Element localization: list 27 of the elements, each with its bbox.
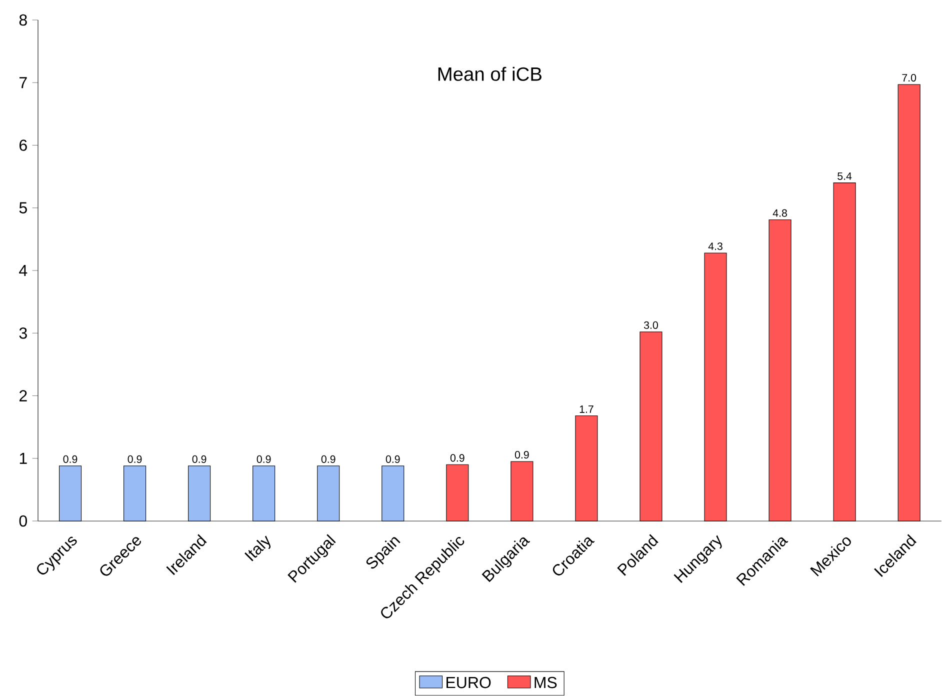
data-label: 0.9 bbox=[450, 454, 464, 462]
y-tick-label: 6 bbox=[20, 140, 27, 152]
y-tick-label: 3 bbox=[19, 328, 27, 339]
data-label: 0.9 bbox=[128, 456, 142, 464]
data-label: 0.9 bbox=[63, 456, 78, 464]
text: Mean of iCB bbox=[438, 66, 542, 82]
data-label: 4.3 bbox=[708, 242, 722, 250]
x-tick-label: Italy bbox=[244, 536, 271, 562]
y-tick-label: 8 bbox=[19, 14, 27, 26]
legend-label: MS bbox=[534, 677, 557, 688]
data-label: 0.9 bbox=[386, 456, 400, 464]
data-label: 3.0 bbox=[644, 322, 658, 330]
y-tick-label: 5 bbox=[19, 202, 27, 214]
y-tick-label: 4 bbox=[19, 265, 28, 276]
data-label: 0.9 bbox=[514, 451, 529, 459]
data-label: 1.7 bbox=[580, 406, 594, 414]
data-label: 0.9 bbox=[256, 456, 271, 464]
y-tick-label: 0 bbox=[19, 516, 27, 527]
y-tick-label: 1 bbox=[20, 453, 27, 464]
y-tick-label: 7 bbox=[20, 77, 27, 88]
data-label: 4.8 bbox=[772, 209, 787, 218]
data-label: 5.4 bbox=[838, 172, 852, 180]
data-label: 0.9 bbox=[321, 456, 336, 464]
data-label: 7.0 bbox=[902, 74, 916, 82]
data-label: 0.9 bbox=[192, 456, 206, 464]
legend-label: EURO bbox=[446, 677, 491, 688]
y-tick-label: 2 bbox=[20, 390, 27, 402]
